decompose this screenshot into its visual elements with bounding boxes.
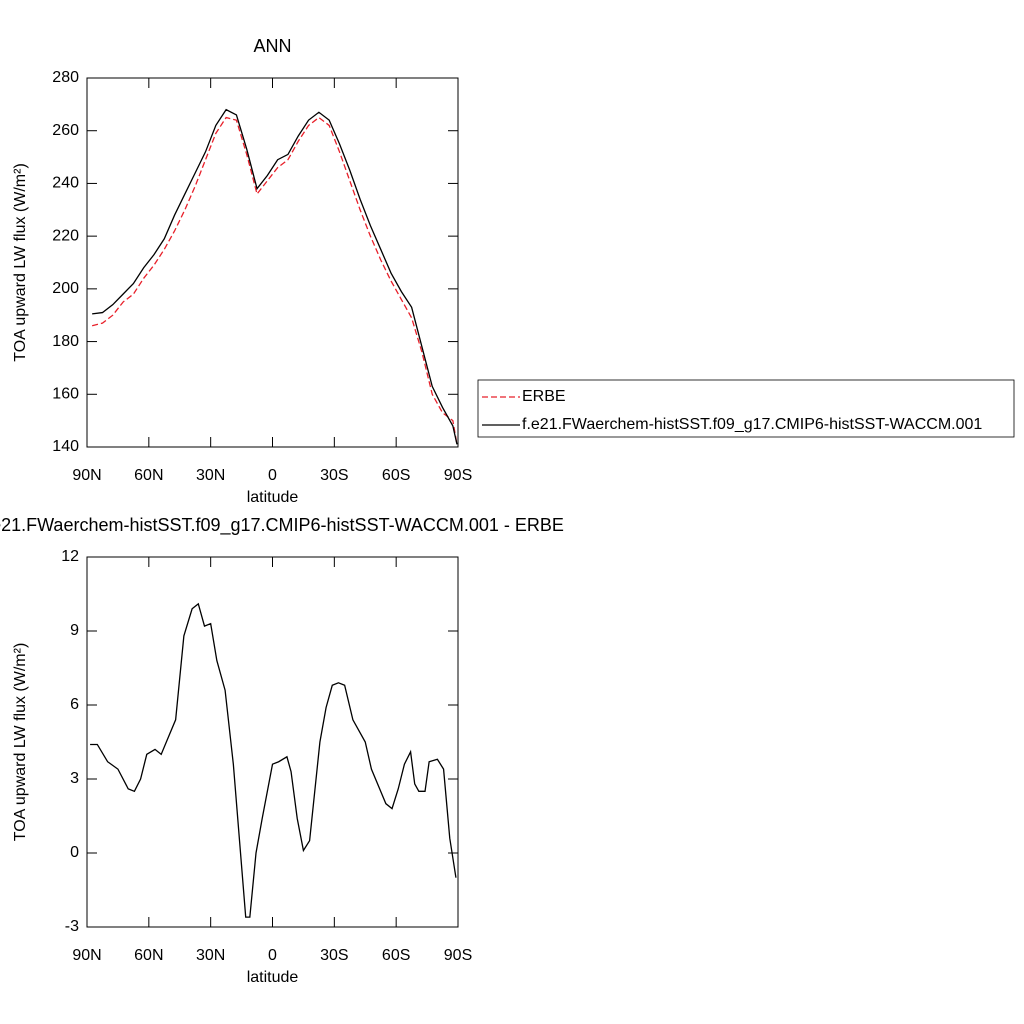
y-tick-label: 3 xyxy=(70,770,79,787)
x-axis-label: latitude xyxy=(247,969,299,986)
y-tick-label: 12 xyxy=(61,548,79,565)
x-tick-label: 60S xyxy=(382,947,410,964)
y-tick-label: 280 xyxy=(52,69,79,86)
y-tick-label: -3 xyxy=(65,918,79,935)
legend-box xyxy=(477,379,1015,438)
y-tick-label: 0 xyxy=(70,844,79,861)
y-tick-label: 140 xyxy=(52,438,79,455)
x-tick-label: 90N xyxy=(72,467,101,484)
x-tick-label: 0 xyxy=(268,467,277,484)
y-axis-label: TOA upward LW flux (W/m²) xyxy=(12,163,29,362)
x-tick-label: 30N xyxy=(196,467,225,484)
series-line xyxy=(92,108,458,445)
y-tick-label: 240 xyxy=(52,175,79,192)
x-tick-label: 30S xyxy=(320,947,348,964)
y-axis-label: TOA upward LW flux (W/m²) xyxy=(12,643,29,842)
x-tick-label: 60N xyxy=(134,947,163,964)
chart-title: ANN xyxy=(253,36,291,56)
x-tick-label: 90S xyxy=(444,947,472,964)
y-tick-label: 260 xyxy=(52,122,79,139)
y-tick-label: 9 xyxy=(70,622,79,639)
x-tick-label: 0 xyxy=(268,947,277,964)
legend-label: ERBE xyxy=(522,388,566,405)
x-tick-label: 30S xyxy=(320,467,348,484)
x-tick-label: 30N xyxy=(196,947,225,964)
plot-frame xyxy=(86,77,459,448)
x-tick-label: 90N xyxy=(72,947,101,964)
y-tick-label: 220 xyxy=(52,227,79,244)
series-line xyxy=(91,116,458,445)
y-tick-label: 160 xyxy=(52,386,79,403)
y-tick-label: 180 xyxy=(52,333,79,350)
x-tick-label: 60N xyxy=(134,467,163,484)
x-axis-label: latitude xyxy=(247,489,299,506)
plot-frame xyxy=(86,556,459,928)
x-tick-label: 90S xyxy=(444,467,472,484)
chart-title: f.e21.FWaerchem-histSST.f09_g17.CMIP6-hi… xyxy=(0,515,564,536)
series-line xyxy=(90,602,457,918)
x-tick-label: 60S xyxy=(382,467,410,484)
y-tick-label: 6 xyxy=(70,696,79,713)
y-tick-label: 200 xyxy=(52,280,79,297)
legend-label: f.e21.FWaerchem-histSST.f09_g17.CMIP6-hi… xyxy=(522,416,982,433)
